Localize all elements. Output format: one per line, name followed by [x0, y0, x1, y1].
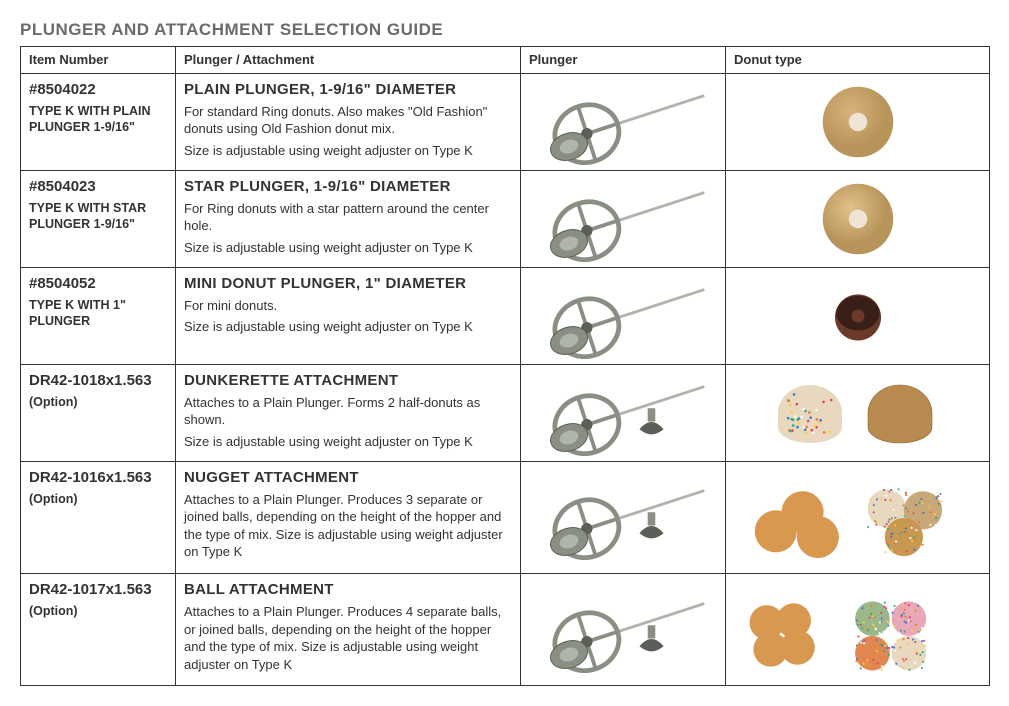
item-subtitle: (Option) — [29, 603, 167, 619]
item-number: #8504052 — [29, 274, 167, 294]
attachment-size-note: Size is adjustable using weight adjuster… — [184, 318, 512, 336]
item-subtitle: (Option) — [29, 394, 167, 410]
cell-item: #8504022 TYPE K WITH PLAIN PLUNGER 1-9/1… — [21, 73, 176, 170]
cell-donut-image — [726, 461, 990, 573]
item-subtitle: TYPE K WITH STAR PLUNGER 1-9/16" — [29, 200, 167, 233]
cell-attachment: DUNKERETTE ATTACHMENT Attaches to a Plai… — [176, 364, 521, 461]
attachment-desc: For mini donuts. — [184, 297, 512, 315]
cell-attachment: NUGGET ATTACHMENT Attaches to a Plain Pl… — [176, 461, 521, 573]
item-number: #8504022 — [29, 80, 167, 100]
cell-donut-image — [726, 364, 990, 461]
plunger-icon — [525, 272, 721, 360]
cell-plunger-image — [521, 170, 726, 267]
donut-icon — [730, 586, 985, 674]
attachment-title: STAR PLUNGER, 1-9/16" DIAMETER — [184, 177, 512, 197]
attachment-size-note: Size is adjustable using weight adjuster… — [184, 239, 512, 257]
cell-attachment: STAR PLUNGER, 1-9/16" DIAMETER For Ring … — [176, 170, 521, 267]
col-header-donut: Donut type — [726, 47, 990, 74]
item-subtitle: TYPE K WITH 1" PLUNGER — [29, 297, 167, 330]
cell-donut-image — [726, 573, 990, 685]
item-number: #8504023 — [29, 177, 167, 197]
donut-icon — [730, 473, 985, 561]
item-subtitle: TYPE K WITH PLAIN PLUNGER 1-9/16" — [29, 103, 167, 136]
attachment-title: MINI DONUT PLUNGER, 1" DIAMETER — [184, 274, 512, 294]
attachment-size-note: Size is adjustable using weight adjuster… — [184, 142, 512, 160]
cell-donut-image — [726, 170, 990, 267]
plunger-icon — [525, 78, 721, 166]
cell-plunger-image — [521, 267, 726, 364]
item-number: DR42-1017x1.563 — [29, 580, 167, 600]
cell-plunger-image — [521, 573, 726, 685]
col-header-attach: Plunger / Attachment — [176, 47, 521, 74]
plunger-icon — [525, 586, 721, 674]
col-header-item: Item Number — [21, 47, 176, 74]
table-row: DR42-1016x1.563 (Option) NUGGET ATTACHME… — [21, 461, 990, 573]
cell-plunger-image — [521, 73, 726, 170]
attachment-desc: Attaches to a Plain Plunger. Forms 2 hal… — [184, 394, 512, 429]
cell-item: DR42-1017x1.563 (Option) — [21, 573, 176, 685]
table-header-row: Item Number Plunger / Attachment Plunger… — [21, 47, 990, 74]
col-header-plunger: Plunger — [521, 47, 726, 74]
cell-attachment: PLAIN PLUNGER, 1-9/16" DIAMETER For stan… — [176, 73, 521, 170]
table-row: #8504023 TYPE K WITH STAR PLUNGER 1-9/16… — [21, 170, 990, 267]
plunger-icon — [525, 369, 721, 457]
donut-icon — [730, 175, 985, 263]
table-row: #8504052 TYPE K WITH 1" PLUNGER MINI DON… — [21, 267, 990, 364]
cell-item: DR42-1016x1.563 (Option) — [21, 461, 176, 573]
item-subtitle: (Option) — [29, 491, 167, 507]
cell-donut-image — [726, 73, 990, 170]
cell-item: #8504023 TYPE K WITH STAR PLUNGER 1-9/16… — [21, 170, 176, 267]
table-row: DR42-1017x1.563 (Option) BALL ATTACHMENT… — [21, 573, 990, 685]
selection-table: Item Number Plunger / Attachment Plunger… — [20, 46, 990, 686]
attachment-title: NUGGET ATTACHMENT — [184, 468, 512, 488]
cell-plunger-image — [521, 364, 726, 461]
cell-item: #8504052 TYPE K WITH 1" PLUNGER — [21, 267, 176, 364]
attachment-desc: Attaches to a Plain Plunger. Produces 3 … — [184, 491, 512, 561]
attachment-title: DUNKERETTE ATTACHMENT — [184, 371, 512, 391]
attachment-title: BALL ATTACHMENT — [184, 580, 512, 600]
item-number: DR42-1018x1.563 — [29, 371, 167, 391]
page-title: PLUNGER AND ATTACHMENT SELECTION GUIDE — [20, 20, 989, 40]
plunger-icon — [525, 175, 721, 263]
item-number: DR42-1016x1.563 — [29, 468, 167, 488]
cell-plunger-image — [521, 461, 726, 573]
table-row: DR42-1018x1.563 (Option) DUNKERETTE ATTA… — [21, 364, 990, 461]
attachment-desc: For Ring donuts with a star pattern arou… — [184, 200, 512, 235]
cell-attachment: BALL ATTACHMENT Attaches to a Plain Plun… — [176, 573, 521, 685]
cell-donut-image — [726, 267, 990, 364]
attachment-size-note: Size is adjustable using weight adjuster… — [184, 433, 512, 451]
donut-icon — [730, 78, 985, 166]
cell-item: DR42-1018x1.563 (Option) — [21, 364, 176, 461]
plunger-icon — [525, 473, 721, 561]
donut-icon — [730, 272, 985, 360]
donut-icon — [730, 369, 985, 457]
attachment-desc: Attaches to a Plain Plunger. Produces 4 … — [184, 603, 512, 673]
attachment-desc: For standard Ring donuts. Also makes "Ol… — [184, 103, 512, 138]
cell-attachment: MINI DONUT PLUNGER, 1" DIAMETER For mini… — [176, 267, 521, 364]
attachment-title: PLAIN PLUNGER, 1-9/16" DIAMETER — [184, 80, 512, 100]
table-row: #8504022 TYPE K WITH PLAIN PLUNGER 1-9/1… — [21, 73, 990, 170]
